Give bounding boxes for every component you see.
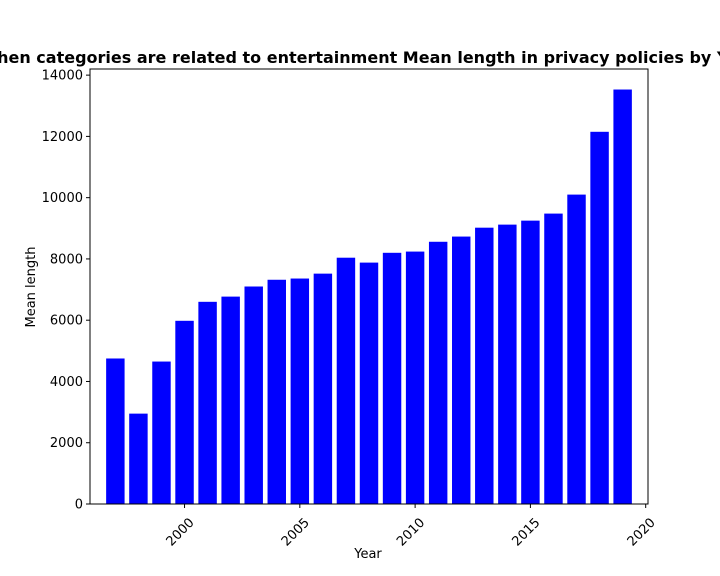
bars-group <box>106 89 632 505</box>
bar-2016 <box>544 213 563 504</box>
bar-2005 <box>290 278 310 504</box>
bar-2010 <box>405 251 425 504</box>
x-tick-label-2010: 2010 <box>394 515 428 549</box>
bar-2003 <box>244 286 263 504</box>
bar-2008 <box>359 262 379 504</box>
bar-2015 <box>521 220 540 504</box>
y-axis-label: Mean length <box>24 247 39 328</box>
x-tick-label-2020: 2020 <box>625 515 659 549</box>
x-axis-label: Year <box>353 547 382 562</box>
x-tick-label-2015: 2015 <box>509 515 543 549</box>
x-tick-label-2005: 2005 <box>279 515 313 549</box>
y-tick-label-8000: 8000 <box>50 252 83 267</box>
bar-2018 <box>590 131 609 504</box>
chart-title: When categories are related to entertain… <box>0 48 720 67</box>
bar-2004 <box>267 279 286 504</box>
y-tick-label-12000: 12000 <box>42 130 83 145</box>
y-tick-label-2000: 2000 <box>50 436 83 451</box>
x-tick-label-2000: 2000 <box>164 515 198 549</box>
y-tick-label-6000: 6000 <box>50 314 83 329</box>
bar-2011 <box>428 241 448 504</box>
y-tick-label-10000: 10000 <box>42 191 83 206</box>
y-tick-label-4000: 4000 <box>50 375 83 390</box>
y-tick-label-0: 0 <box>75 498 83 513</box>
bar-1999 <box>152 361 171 504</box>
bar-2001 <box>198 301 217 504</box>
bar-2017 <box>567 194 586 505</box>
bar-2009 <box>382 252 402 504</box>
x-axis: 2000 2005 2010 2015 2020 <box>164 504 659 549</box>
bar-2007 <box>336 257 356 504</box>
bar-2013 <box>475 227 494 504</box>
y-axis: 0 2000 4000 6000 8000 10000 12000 14000 <box>42 69 90 513</box>
bar-2012 <box>452 236 471 504</box>
bar-2014 <box>498 224 517 504</box>
bar-1998 <box>129 413 148 504</box>
bar-2019 <box>613 89 632 504</box>
y-tick-label-14000: 14000 <box>42 69 83 84</box>
bar-2000 <box>175 320 194 504</box>
plot-frame <box>89 68 649 505</box>
bar-2006 <box>313 273 333 504</box>
bar-1997 <box>106 358 125 504</box>
bar-2002 <box>221 296 240 504</box>
